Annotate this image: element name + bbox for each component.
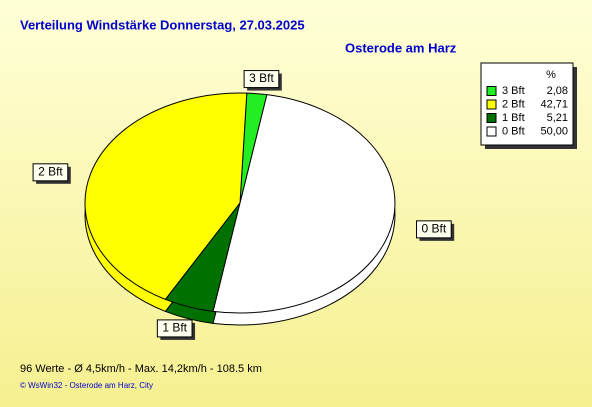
slice <box>212 94 396 314</box>
slice-label-box <box>32 163 69 182</box>
slice-label-text: 3 Bft <box>249 71 274 85</box>
legend-swatch <box>486 113 497 123</box>
legend-label: 3 Bft <box>502 85 525 97</box>
legend-value: 50,00 <box>540 125 568 137</box>
slice-label: 1 Bft <box>156 319 196 340</box>
legend-label: 0 Bft <box>502 125 525 137</box>
slice-label: 3 Bft <box>243 70 282 91</box>
slice-label-text: 2 Bft <box>38 164 63 178</box>
chart-title: Verteilung Windstärke Donnerstag, 27.03.… <box>20 17 305 32</box>
legend-value: 2,08 <box>547 85 568 97</box>
legend-label: 1 Bft <box>502 112 525 124</box>
legend-value: 5,21 <box>547 112 568 124</box>
legend-value: 42,71 <box>540 98 568 110</box>
legend-header: % <box>546 69 556 81</box>
slice-label: 0 Bft <box>416 220 455 241</box>
slice-label-text: 0 Bft <box>422 222 447 236</box>
slice <box>84 92 248 301</box>
slice-label: 2 Bft <box>32 163 71 184</box>
legend-swatch <box>486 99 497 110</box>
legend-swatch <box>486 126 497 137</box>
legend-label: 2 Bft <box>502 98 525 110</box>
legend-swatch <box>486 86 497 96</box>
footer: 96 Werte - Ø 4,5km/h - Max. 14,2km/h - 1… <box>20 363 262 375</box>
chart-subtitle: Osterode am Harz <box>345 40 457 55</box>
slice-label-box <box>156 319 193 338</box>
slice-label-box <box>416 220 452 239</box>
slice-label-text: 1 Bft <box>162 321 187 335</box>
slice-label-box <box>243 70 280 89</box>
credit: © WsWin32 - Osterode am Harz, City <box>20 381 153 390</box>
